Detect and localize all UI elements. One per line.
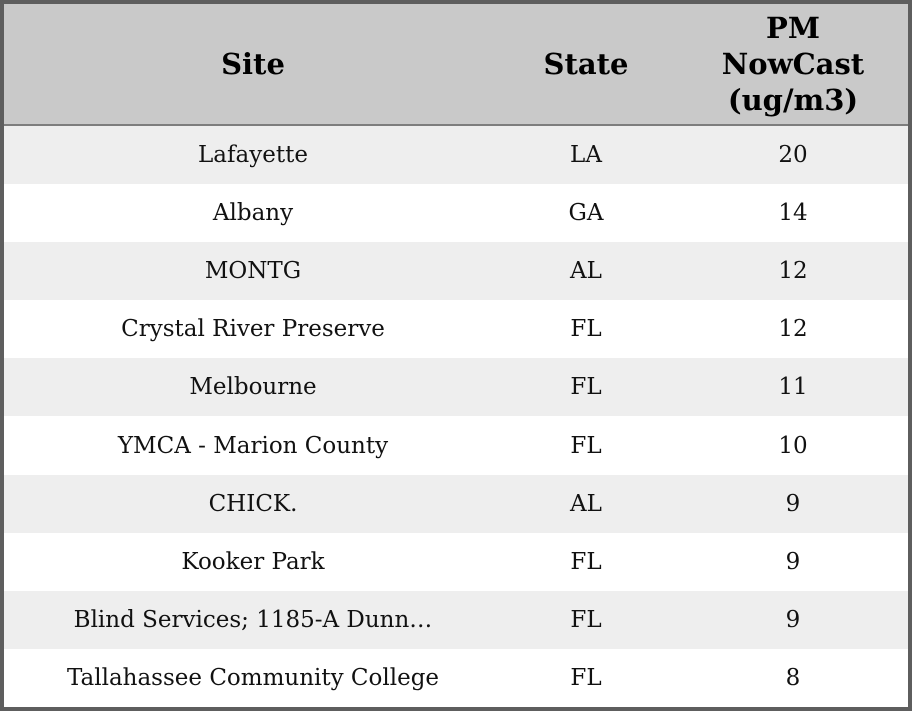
table-row[interactable]: Crystal River Preserve FL 12 — [4, 300, 908, 359]
header-row: Site State PM NowCast (ug/m3) — [4, 4, 908, 126]
site-cell: YMCA - Marion County — [117, 432, 389, 459]
pm-nowcast-cell: 10 — [778, 432, 808, 459]
table-row[interactable]: Kooker Park FL 9 — [4, 532, 908, 591]
table-row[interactable]: MONTG AL 12 — [4, 242, 908, 301]
pm-nowcast-cell: 12 — [778, 316, 808, 343]
site-cell: Albany — [212, 200, 294, 227]
state-cell: FL — [570, 432, 602, 459]
state-cell: AL — [570, 258, 602, 285]
pm-nowcast-table: Site State PM NowCast (ug/m3) Lafayette L… — [4, 4, 908, 707]
state-cell: FL — [570, 606, 602, 633]
pm-nowcast-cell: 20 — [778, 142, 808, 169]
pm-nowcast-cell: 14 — [778, 200, 808, 227]
header-pm-nowcast-label: PM NowCast (ug/m3) — [721, 10, 865, 118]
pm-nowcast-cell: 8 — [785, 664, 801, 691]
site-cell: Tallahassee Community College — [66, 664, 440, 691]
table-row[interactable]: Blind Services; 1185-A Dunn… FL 9 — [4, 590, 908, 649]
site-cell: Lafayette — [198, 142, 308, 169]
site-cell: MONTG — [204, 258, 302, 285]
state-cell: FL — [570, 664, 602, 691]
header-state-label: State — [543, 46, 629, 81]
table-row[interactable]: Tallahassee Community College FL 8 — [4, 648, 908, 707]
pm-nowcast-cell: 9 — [785, 606, 801, 633]
table-row[interactable]: Melbourne FL 11 — [4, 358, 908, 417]
site-cell: Kooker Park — [181, 548, 325, 575]
state-cell: GA — [568, 200, 604, 227]
pm-nowcast-cell: 12 — [778, 258, 808, 285]
state-cell: LA — [570, 142, 602, 169]
table-row[interactable]: Lafayette LA 20 — [4, 125, 908, 185]
table-row[interactable]: CHICK. AL 9 — [4, 474, 908, 533]
state-cell: AL — [570, 490, 602, 517]
table-header: Site State PM NowCast (ug/m3) — [4, 4, 908, 126]
table-row[interactable]: Albany GA 14 — [4, 184, 908, 243]
table-body: Lafayette LA 20 Albany GA 14 MONTG AL 12 Crystal … — [4, 125, 908, 707]
header-site[interactable]: Site — [4, 4, 502, 126]
header-pm-nowcast[interactable]: PM NowCast (ug/m3) — [670, 4, 908, 126]
state-cell: FL — [570, 316, 602, 343]
state-cell: FL — [570, 548, 602, 575]
pm-nowcast-cell: 9 — [785, 490, 801, 517]
pm-nowcast-cell: 9 — [785, 548, 801, 575]
site-cell: Melbourne — [189, 374, 317, 401]
site-cell: Crystal River Preserve — [121, 316, 385, 343]
header-state[interactable]: State — [502, 4, 670, 126]
site-cell: Blind Services; 1185-A Dunn… — [73, 606, 433, 633]
site-cell: CHICK. — [208, 490, 298, 517]
table-row[interactable]: YMCA - Marion County FL 10 — [4, 416, 908, 475]
pm-nowcast-cell: 11 — [778, 374, 808, 401]
header-site-label: Site — [221, 46, 285, 81]
state-cell: FL — [570, 374, 602, 401]
